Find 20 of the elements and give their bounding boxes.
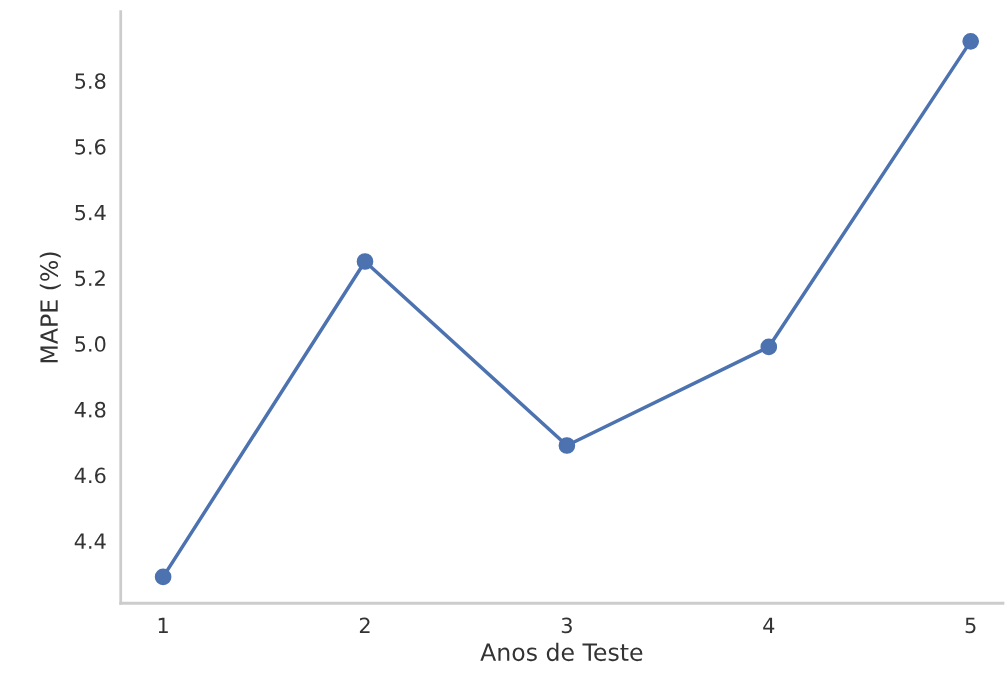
point [154, 568, 172, 586]
x-axis-title: Anos de Teste [480, 642, 643, 662]
point [760, 338, 778, 356]
x-tick-label: 3 [561, 617, 572, 634]
x-tick-label: 5 [965, 617, 976, 634]
y-tick-label: 5.6 [75, 138, 106, 155]
x-tick-label: 1 [158, 617, 168, 633]
y-tick-label: 5.4 [75, 204, 106, 221]
y-tick-label: 5.8 [75, 73, 106, 89]
y-tick-label: 4.6 [74, 467, 106, 484]
x-tick-label: 2 [359, 617, 370, 633]
point [356, 253, 374, 270]
y-axis-title: MAPE (%) [39, 252, 61, 363]
y-tick-label: 4.4 [74, 533, 106, 549]
y-tick-label: 5.2 [75, 270, 105, 287]
y-tick-label: 5.0 [75, 336, 106, 352]
x-tick-label: 4 [763, 617, 775, 633]
y-tick-label: 4.8 [74, 401, 106, 418]
point [558, 437, 576, 454]
point [962, 32, 980, 50]
